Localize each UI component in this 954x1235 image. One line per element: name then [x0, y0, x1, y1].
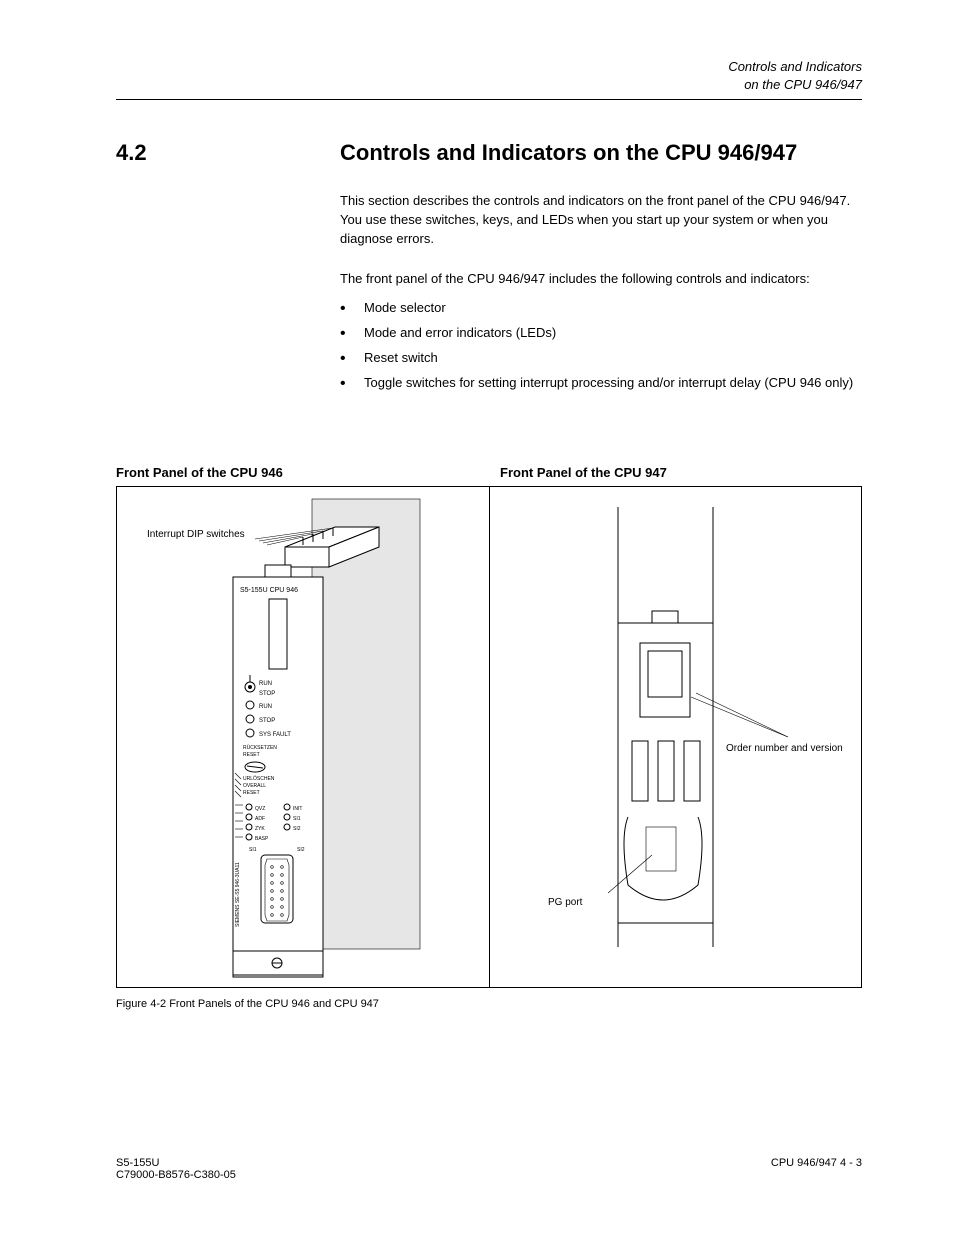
order-number-callout: Order number and version	[726, 743, 843, 754]
led-sys-label: SYS FAULT	[259, 732, 291, 738]
header-line-2: on the CPU 946/947	[744, 77, 862, 92]
label-stop: STOP	[259, 691, 275, 697]
header-line-1: Controls and Indicators	[728, 59, 862, 74]
svg-text:QVZ: QVZ	[255, 806, 265, 812]
overall-label-1: URLÖSCHEN	[243, 775, 275, 782]
reset-label-1: RÜCKSETZEN	[243, 744, 277, 751]
intro-paragraph: This section describes the controls and …	[340, 192, 862, 249]
overall-label-3: RESET	[243, 790, 260, 796]
label-run: RUN	[259, 681, 272, 687]
dip-switch-label: Interrupt DIP switches	[147, 529, 245, 540]
svg-text:SI2: SI2	[293, 826, 301, 832]
bullet-item: Mode selector	[340, 300, 862, 315]
board-label: S5-155U CPU 946	[240, 587, 298, 594]
page: Controls and Indicators on the CPU 946/9…	[0, 0, 954, 1235]
bullet-item: Reset switch	[340, 350, 862, 365]
svg-text:SI1: SI1	[293, 816, 301, 822]
section-title: Controls and Indicators on the CPU 946/9…	[340, 140, 797, 166]
page-header: Controls and Indicators on the CPU 946/9…	[116, 58, 862, 100]
svg-text:ZYK: ZYK	[255, 826, 265, 832]
pg-port-callout: PG port	[548, 897, 583, 908]
cpu947-drawing: Order number and version PG port	[488, 487, 861, 987]
si2-port-label: SI2	[297, 847, 305, 853]
section-number: 4.2	[116, 140, 147, 166]
led-run-label: RUN	[259, 704, 272, 710]
footer-right: CPU 946/947 4 - 3	[771, 1157, 862, 1181]
page-footer: S5-155U C79000-B8576-C380-05 CPU 946/947…	[116, 1157, 862, 1181]
figure-box: Interrupt DIP switches S5-155U CPU 946 R…	[116, 486, 862, 988]
figure-label-left: Front Panel of the CPU 946	[116, 465, 283, 480]
si1-port-label: SI1	[249, 847, 257, 853]
reset-label-2: RESET	[243, 752, 260, 758]
bullet-item: Mode and error indicators (LEDs)	[340, 325, 862, 340]
header-rule	[116, 99, 862, 100]
bullet-item: Toggle switches for setting interrupt pr…	[340, 375, 862, 390]
svg-text:BASP: BASP	[255, 836, 269, 842]
cpu946-drawing: Interrupt DIP switches S5-155U CPU 946 R…	[117, 487, 490, 987]
led-stop-label: STOP	[259, 718, 275, 724]
footer-left: S5-155U C79000-B8576-C380-05	[116, 1157, 236, 1181]
svg-text:INIT: INIT	[293, 806, 302, 812]
lead-in-paragraph: The front panel of the CPU 946/947 inclu…	[340, 270, 862, 289]
svg-text:ADF: ADF	[255, 816, 265, 822]
figure-label-right: Front Panel of the CPU 947	[500, 465, 667, 480]
side-label: SIEMENS SE-S5 946-3UA11	[235, 862, 241, 927]
overall-label-2: OVERALL	[243, 783, 266, 789]
header-text: Controls and Indicators on the CPU 946/9…	[116, 58, 862, 93]
bullet-list: Mode selector Mode and error indicators …	[340, 300, 862, 400]
figure-caption: Figure 4-2 Front Panels of the CPU 946 a…	[116, 998, 379, 1010]
